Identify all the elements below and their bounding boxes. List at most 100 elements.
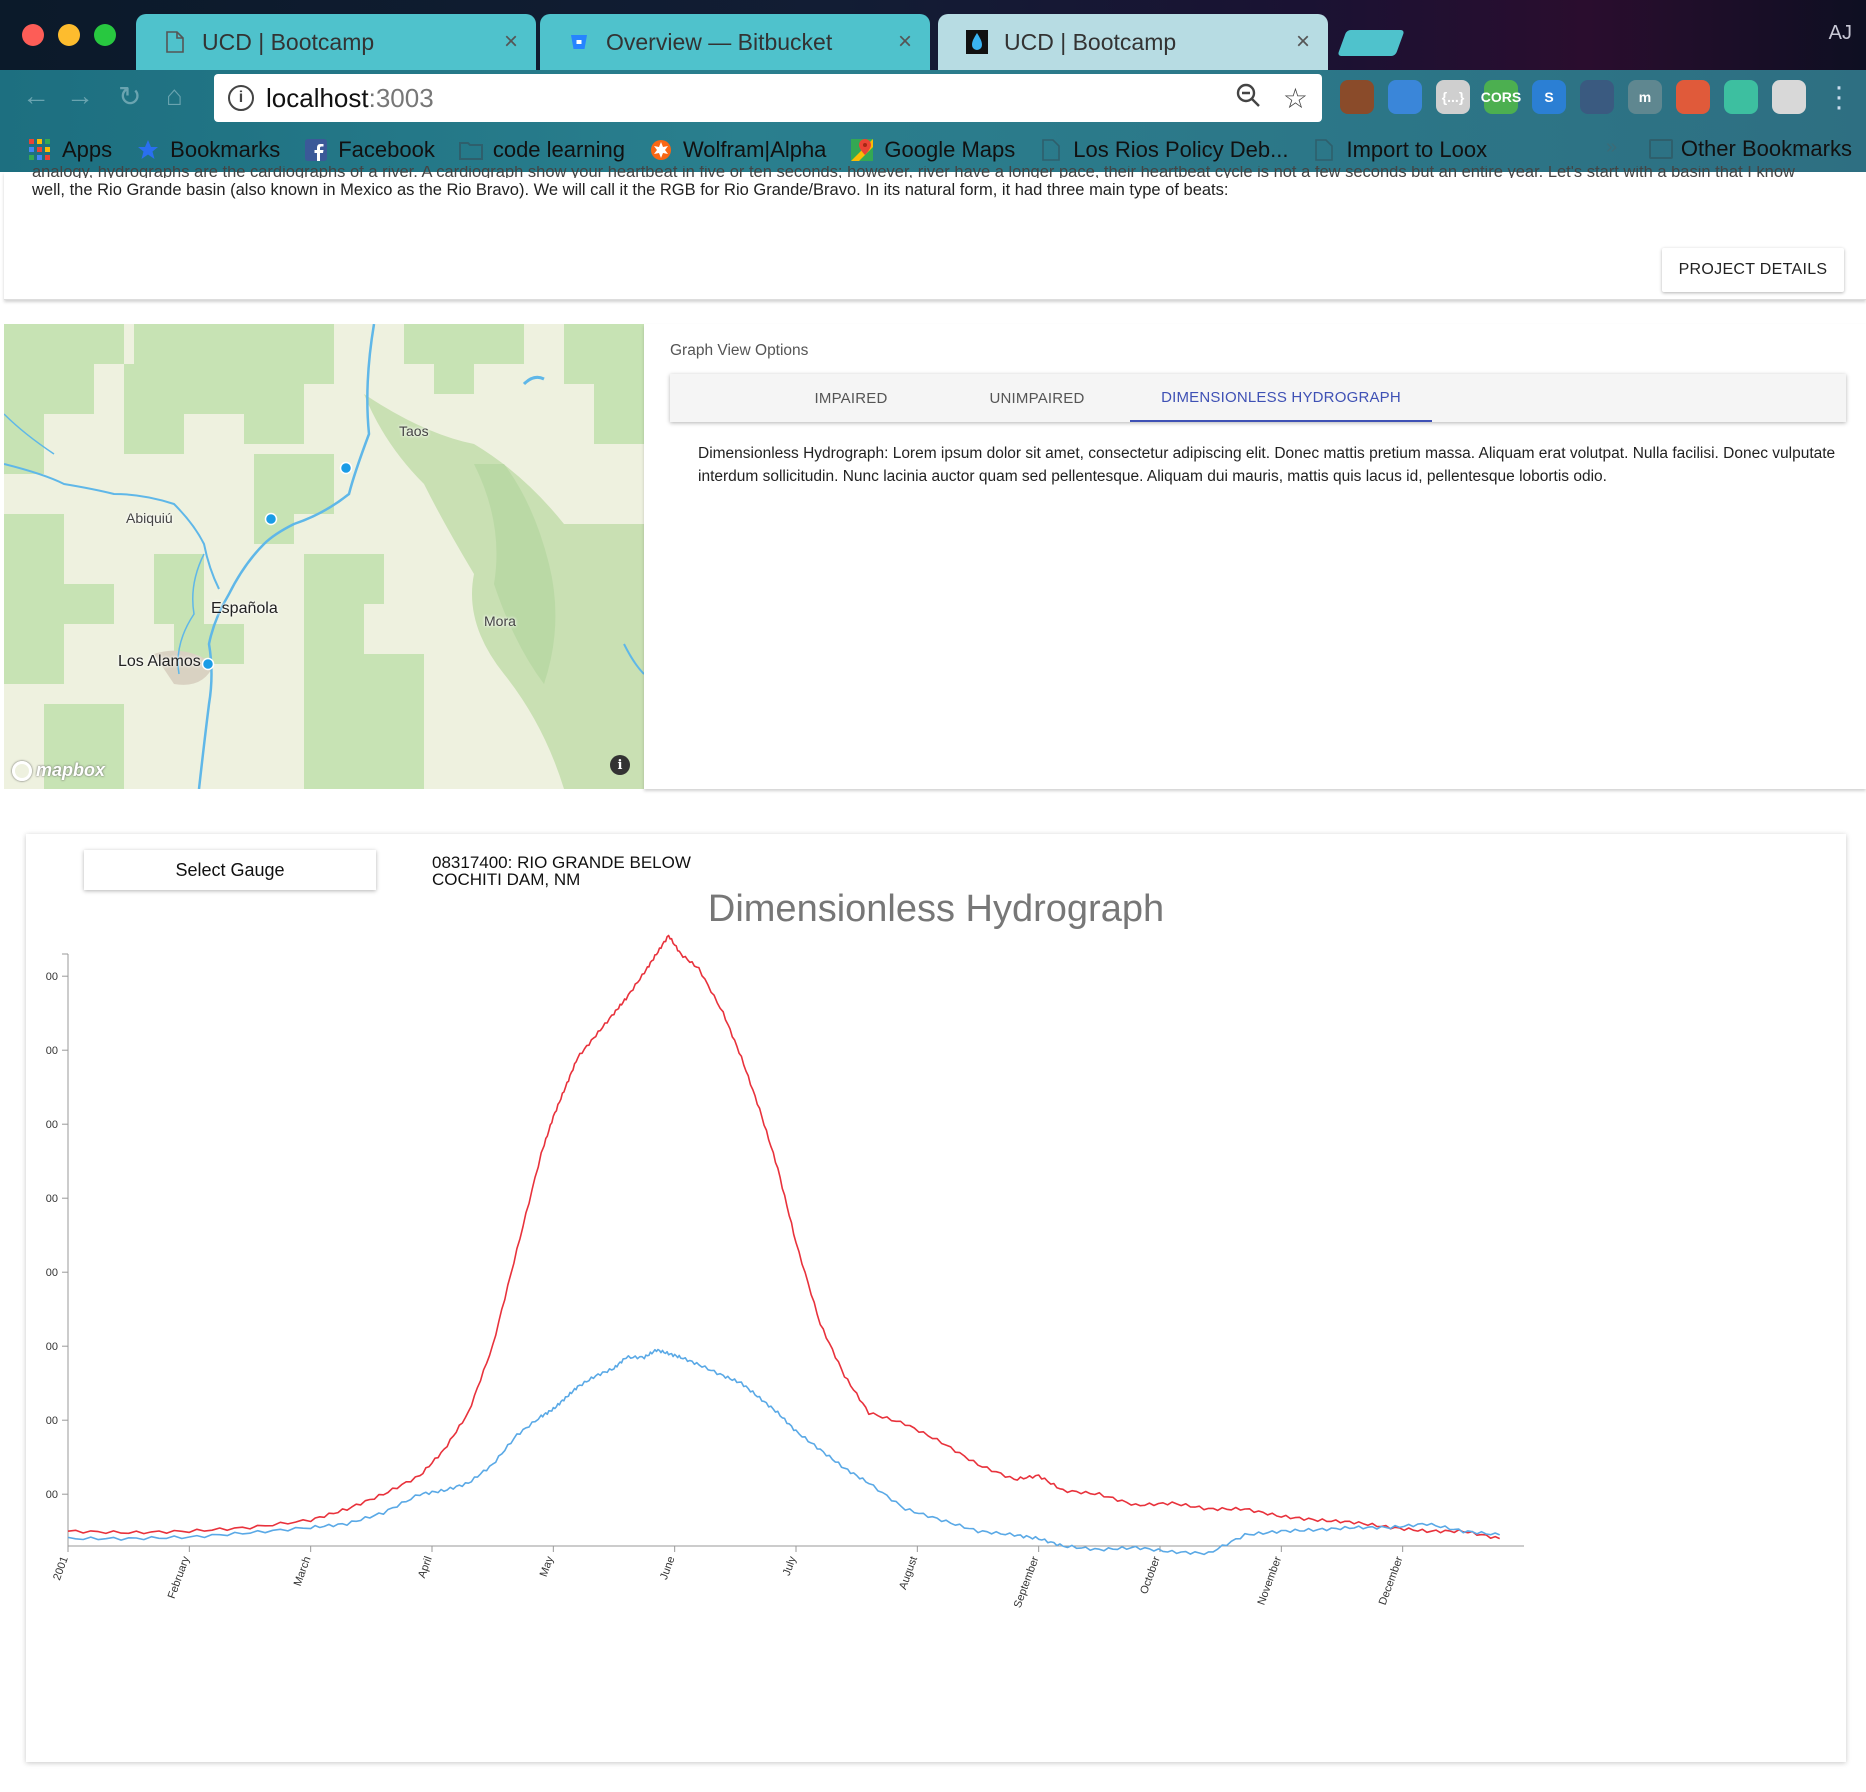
series-line-0 [67, 934, 1501, 1540]
document-icon [164, 30, 186, 54]
bookmark-label: Wolfram|Alpha [682, 137, 827, 162]
page-content: analogy, hydrographs are the cardiograph… [0, 166, 1866, 1792]
select-gauge-button[interactable]: Select Gauge [84, 850, 376, 890]
bookmark-bookmarks[interactable]: Bookmarks [136, 137, 280, 163]
x-tick-label: April [416, 1555, 435, 1580]
tab-title: UCD | Bootcamp [202, 28, 375, 55]
cors-extension-icon[interactable]: CORS [1481, 80, 1521, 114]
other-bookmarks[interactable]: Other Bookmarks [1648, 136, 1852, 162]
mapbox-icon [12, 760, 32, 781]
map-canvas [4, 324, 644, 789]
s-extension-icon[interactable]: S [1532, 80, 1566, 114]
bookmark-code-learning[interactable]: code learning [458, 137, 625, 163]
bookmark-import-to-loox[interactable]: Import to Loox [1312, 137, 1487, 163]
paw-extension-icon[interactable] [1676, 80, 1710, 114]
bookmark-star-icon[interactable]: ☆ [1282, 82, 1308, 114]
map-label-mora: Mora [484, 613, 516, 629]
maximize-window-button[interactable] [94, 24, 116, 46]
bookmark-label: code learning [492, 137, 625, 162]
eyedropper-extension-icon[interactable] [1388, 80, 1422, 114]
browser-tab-2[interactable]: Overview — Bitbucket × [540, 14, 930, 70]
x-tick-label: May [538, 1554, 557, 1578]
x-tick-label: December [1377, 1555, 1406, 1607]
google-maps-icon [850, 138, 874, 162]
address-bar[interactable]: i localhost :3003 ☆ [214, 74, 1322, 122]
project-details-button[interactable]: PROJECT DETAILS [1662, 248, 1844, 292]
half-circle-extension-icon[interactable] [1580, 80, 1614, 114]
close-window-button[interactable] [22, 24, 44, 46]
url-port: :3003 [368, 82, 434, 113]
site-info-icon[interactable]: i [228, 85, 254, 111]
x-tick-label: July [781, 1554, 799, 1577]
url-host: localhost [266, 82, 369, 113]
home-icon[interactable]: ⌂ [166, 80, 183, 111]
tab-title: Overview — Bitbucket [606, 28, 833, 55]
y-tick-label: 00 [46, 1341, 58, 1353]
profile-button[interactable]: AJ [1828, 22, 1852, 44]
tab-dimensionless-hydrograph[interactable]: DIMENSIONLESS HYDROGRAPH [1130, 374, 1432, 422]
y-tick-label: 00 [46, 1267, 58, 1279]
bookmark-facebook[interactable]: Facebook [304, 137, 435, 163]
hydrograph-card: 00 00 00 00 00 00 00 00 2001 February March April Ma… [26, 834, 1846, 1762]
reload-icon[interactable]: ↻ [118, 81, 142, 112]
browser-chrome: UCD | Bootcamp × Overview — Bitbucket × … [0, 0, 1866, 172]
graph-options-title: Graph View Options [670, 342, 809, 359]
map[interactable]: Taos Abiquiú Española Mora Los Alamos ma… [4, 324, 644, 789]
document-icon [1312, 138, 1336, 162]
gauge-marker[interactable] [201, 657, 215, 671]
new-tab-button[interactable] [1337, 30, 1405, 56]
tab-impaired[interactable]: IMPAIRED [814, 389, 888, 407]
browser-toolbar: ← → ↻ ⌂ [0, 70, 1866, 128]
back-arrow-icon[interactable]: ← [22, 80, 50, 111]
info-icon[interactable]: i [610, 755, 630, 775]
browser-tab-3[interactable]: UCD | Bootcamp × [938, 14, 1328, 70]
forward-arrow-icon[interactable]: → [66, 80, 94, 111]
other-bookmarks-label: Other Bookmarks [1680, 136, 1852, 161]
browser-tab-1[interactable]: UCD | Bootcamp × [136, 14, 536, 70]
close-icon[interactable]: × [1295, 28, 1310, 55]
bookmarks-bar: Apps Bookmarks Facebook code learning Wolfra… [0, 128, 1866, 172]
bookmark-label: Los Rios Policy Deb... [1073, 137, 1289, 162]
m-extension-icon[interactable]: m [1628, 80, 1662, 114]
bookmark-label: Google Maps [884, 137, 1016, 162]
folder-icon [458, 138, 483, 162]
wolfram-icon [649, 138, 673, 162]
x-tick-label: September [1012, 1555, 1042, 1610]
intro-line: well, the Rio Grande basin (also known i… [32, 181, 1229, 199]
bookmark-google-maps[interactable]: Google Maps [850, 137, 1015, 163]
x-tick-label: March [292, 1555, 314, 1588]
json-extension-icon[interactable]: {...} [1436, 80, 1470, 114]
map-label-taos: Taos [399, 423, 429, 439]
x-tick-label: November [1256, 1555, 1285, 1607]
tab-unimpaired[interactable]: UNIMPAIRED [989, 389, 1085, 407]
close-icon[interactable]: × [503, 28, 518, 55]
y-tick-label: 00 [46, 1415, 58, 1427]
browser-menu-icon[interactable]: · · · [1834, 70, 1844, 123]
bookmark-apps[interactable]: Apps [28, 137, 112, 163]
gift-extension-icon[interactable] [1772, 80, 1806, 114]
bookmark-label: Facebook [338, 137, 435, 162]
gauge-marker[interactable] [264, 512, 278, 526]
y-tick-label: 00 [46, 1045, 58, 1057]
tab-title: UCD | Bootcamp [1004, 28, 1177, 55]
close-icon[interactable]: × [897, 28, 912, 55]
map-label-espanola: Española [211, 600, 278, 617]
apps-grid-icon [28, 138, 52, 162]
minimize-window-button[interactable] [58, 24, 80, 46]
graph-options-card: Graph View Options IMPAIRED UNIMPAIRED D… [644, 324, 1866, 789]
avatar-extension-icon[interactable] [1340, 80, 1374, 114]
y-tick-label: 00 [46, 1119, 58, 1131]
gauge-marker[interactable] [339, 461, 353, 475]
x-tick-label: February [166, 1554, 193, 1600]
map-label-abiquiu: Abiquiú [126, 510, 173, 526]
bookmark-los-rios-policy-deb[interactable]: Los Rios Policy Deb... [1039, 137, 1288, 163]
y-tick-label: 00 [46, 1489, 58, 1501]
mapbox-logo[interactable]: mapbox [12, 760, 105, 781]
x-tick-label: June [658, 1555, 677, 1582]
tab-description: Dimensionless Hydrograph: Lorem ipsum do… [698, 445, 1836, 485]
bookmarks-overflow-icon[interactable]: » [1606, 136, 1618, 158]
target-extension-icon[interactable] [1724, 80, 1758, 114]
zoom-icon[interactable] [1235, 82, 1261, 115]
bookmark-wolfram-alpha[interactable]: Wolfram|Alpha [649, 137, 826, 163]
intro-card: analogy, hydrographs are the cardiograph… [4, 166, 1866, 300]
